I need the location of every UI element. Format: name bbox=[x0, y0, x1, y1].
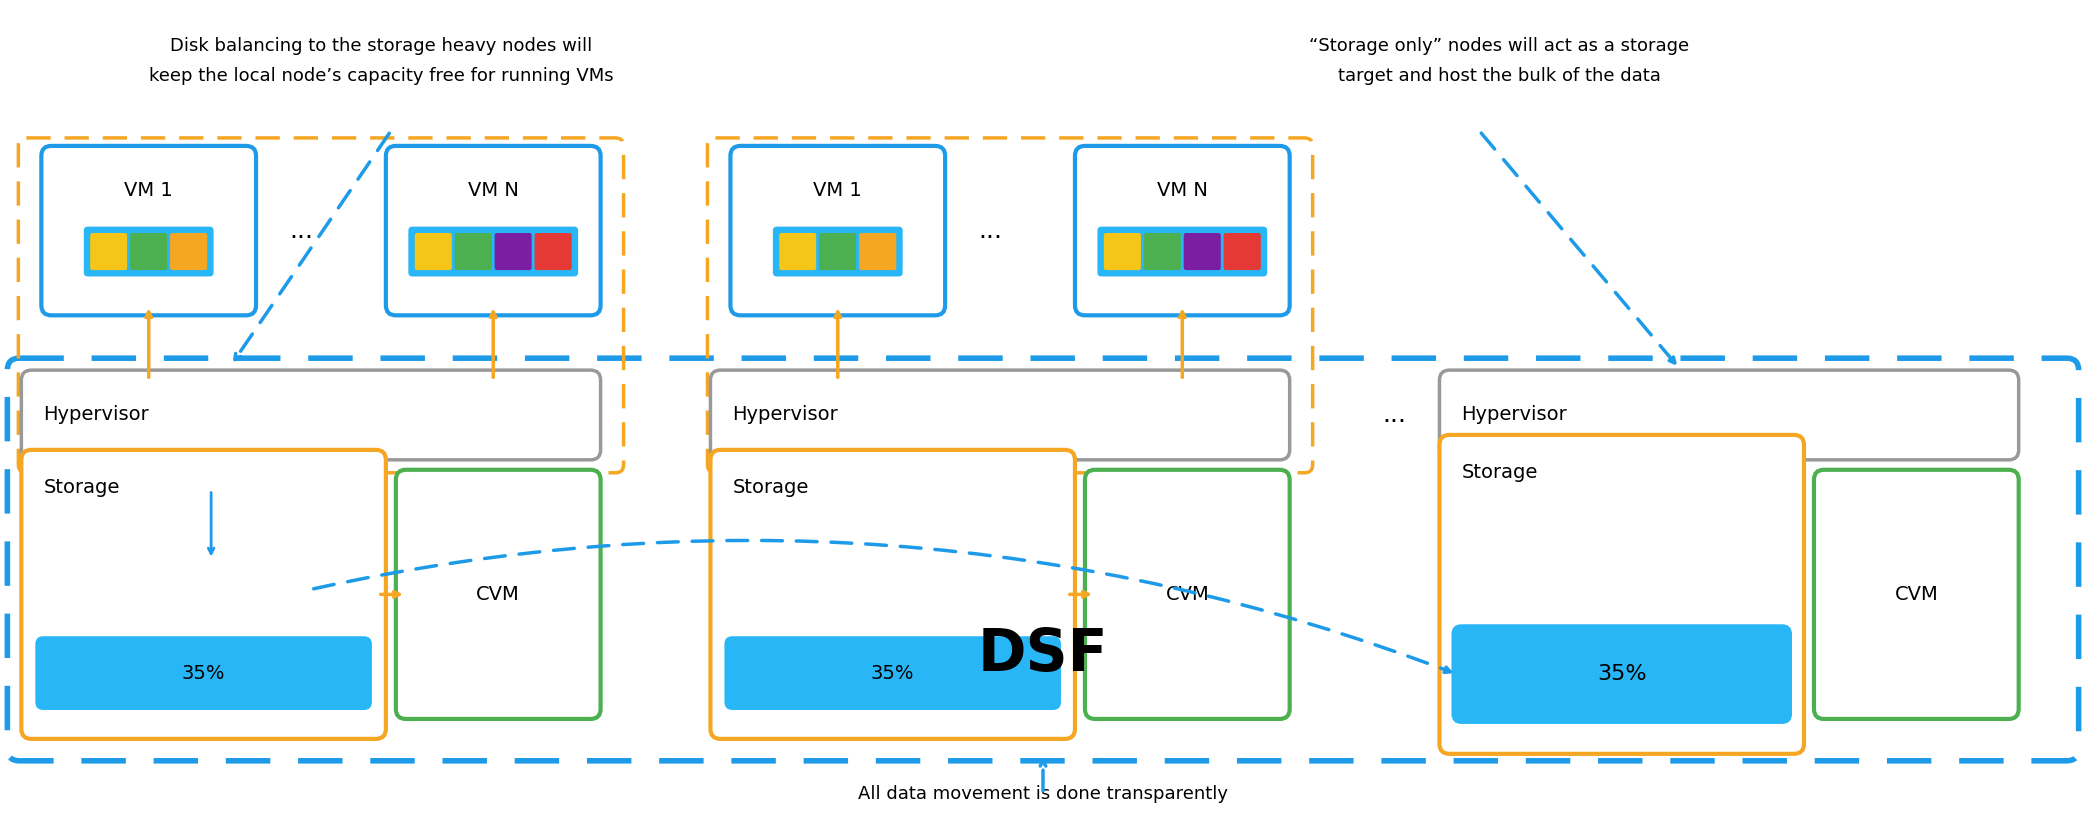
Text: Hypervisor: Hypervisor bbox=[732, 405, 839, 424]
Text: Disk balancing to the storage heavy nodes will: Disk balancing to the storage heavy node… bbox=[169, 37, 592, 55]
Text: ...: ... bbox=[978, 219, 1001, 242]
Text: CVM: CVM bbox=[1166, 585, 1210, 604]
FancyBboxPatch shape bbox=[169, 232, 209, 271]
FancyBboxPatch shape bbox=[409, 227, 578, 277]
FancyBboxPatch shape bbox=[730, 146, 945, 315]
Text: 35%: 35% bbox=[181, 663, 225, 682]
Text: Storage: Storage bbox=[44, 478, 119, 497]
FancyBboxPatch shape bbox=[778, 232, 818, 271]
FancyBboxPatch shape bbox=[21, 450, 386, 739]
Text: CVM: CVM bbox=[476, 585, 519, 604]
FancyBboxPatch shape bbox=[1815, 470, 2019, 719]
FancyBboxPatch shape bbox=[492, 232, 534, 271]
Text: CVM: CVM bbox=[1894, 585, 1938, 604]
FancyBboxPatch shape bbox=[21, 370, 601, 459]
FancyBboxPatch shape bbox=[1097, 227, 1266, 277]
FancyBboxPatch shape bbox=[857, 232, 897, 271]
FancyBboxPatch shape bbox=[396, 470, 601, 719]
FancyBboxPatch shape bbox=[1085, 470, 1289, 719]
Text: VM 1: VM 1 bbox=[125, 181, 173, 200]
Text: VM 1: VM 1 bbox=[814, 181, 862, 200]
Text: Storage: Storage bbox=[732, 478, 809, 497]
FancyBboxPatch shape bbox=[453, 232, 492, 271]
FancyBboxPatch shape bbox=[1222, 232, 1262, 271]
Text: Storage: Storage bbox=[1462, 464, 1537, 482]
FancyBboxPatch shape bbox=[1183, 232, 1222, 271]
FancyBboxPatch shape bbox=[83, 227, 213, 277]
FancyBboxPatch shape bbox=[42, 146, 257, 315]
Text: All data movement is done transparently: All data movement is done transparently bbox=[857, 785, 1229, 803]
FancyBboxPatch shape bbox=[1439, 435, 1804, 753]
FancyBboxPatch shape bbox=[534, 232, 574, 271]
Text: DSF: DSF bbox=[978, 626, 1108, 683]
FancyBboxPatch shape bbox=[413, 232, 453, 271]
Text: VM N: VM N bbox=[1158, 181, 1208, 200]
FancyBboxPatch shape bbox=[711, 450, 1074, 739]
FancyBboxPatch shape bbox=[35, 636, 371, 710]
Text: 35%: 35% bbox=[1598, 664, 1646, 684]
FancyBboxPatch shape bbox=[818, 232, 857, 271]
FancyBboxPatch shape bbox=[386, 146, 601, 315]
Text: “Storage only” nodes will act as a storage: “Storage only” nodes will act as a stora… bbox=[1310, 37, 1690, 55]
FancyBboxPatch shape bbox=[772, 227, 903, 277]
FancyBboxPatch shape bbox=[1074, 146, 1289, 315]
FancyBboxPatch shape bbox=[711, 370, 1289, 459]
Text: VM N: VM N bbox=[467, 181, 519, 200]
Text: Hypervisor: Hypervisor bbox=[44, 405, 148, 424]
Text: ...: ... bbox=[1383, 403, 1406, 427]
FancyBboxPatch shape bbox=[1143, 232, 1183, 271]
Text: target and host the bulk of the data: target and host the bulk of the data bbox=[1337, 67, 1660, 85]
FancyBboxPatch shape bbox=[724, 636, 1062, 710]
Text: ...: ... bbox=[290, 219, 313, 242]
FancyBboxPatch shape bbox=[90, 232, 129, 271]
FancyBboxPatch shape bbox=[1439, 370, 2019, 459]
Text: 35%: 35% bbox=[872, 663, 914, 682]
FancyBboxPatch shape bbox=[129, 232, 169, 271]
Text: keep the local node’s capacity free for running VMs: keep the local node’s capacity free for … bbox=[148, 67, 613, 85]
Text: Hypervisor: Hypervisor bbox=[1462, 405, 1567, 424]
FancyBboxPatch shape bbox=[1452, 624, 1792, 724]
FancyBboxPatch shape bbox=[1101, 232, 1143, 271]
